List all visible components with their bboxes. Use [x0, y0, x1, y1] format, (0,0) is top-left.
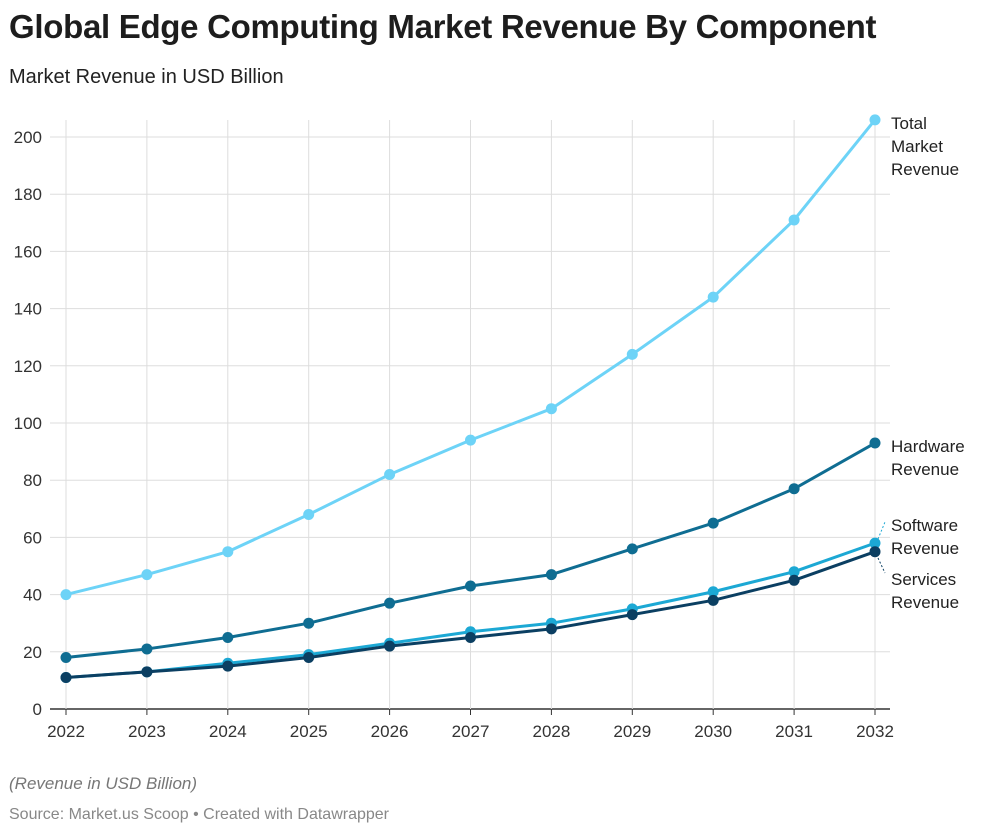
- label-software-revenue: Software Revenue: [891, 516, 959, 558]
- chart-subtitle: Market Revenue in USD Billion: [9, 66, 284, 88]
- x-tick-label: 2028: [532, 722, 570, 741]
- y-tick-label: 120: [14, 357, 42, 376]
- chart-source: Source: Market.us Scoop • Created with D…: [9, 806, 389, 823]
- data-point-services-revenue: [222, 660, 234, 672]
- label-total-market-revenue: Total Market Revenue: [891, 114, 959, 179]
- y-tick-label: 20: [23, 643, 42, 662]
- data-point-services-revenue: [303, 652, 315, 664]
- data-point-services-revenue: [545, 623, 557, 635]
- data-point-total-market-revenue: [788, 214, 800, 226]
- data-point-total-market-revenue: [60, 589, 72, 601]
- x-tick-label: 2022: [47, 722, 85, 741]
- data-point-total-market-revenue: [141, 569, 153, 581]
- data-point-total-market-revenue: [384, 468, 396, 480]
- data-point-total-market-revenue: [626, 348, 638, 360]
- data-point-services-revenue: [60, 672, 72, 684]
- x-tick-label: 2032: [856, 722, 894, 741]
- y-tick-label: 180: [14, 185, 42, 204]
- x-tick-label: 2023: [128, 722, 166, 741]
- data-point-software-revenue: [707, 586, 719, 598]
- chart-title: Global Edge Computing Market Revenue By …: [9, 8, 877, 45]
- data-point-software-revenue: [788, 566, 800, 578]
- data-point-hardware-revenue: [626, 543, 638, 555]
- x-tick-label: 2024: [209, 722, 247, 741]
- data-point-total-market-revenue: [869, 114, 881, 126]
- x-tick-label: 2026: [371, 722, 409, 741]
- label-hardware-revenue: Hardware Revenue: [891, 437, 965, 479]
- y-tick-label: 80: [23, 471, 42, 490]
- data-point-hardware-revenue: [465, 580, 476, 592]
- data-point-hardware-revenue: [869, 437, 881, 449]
- data-point-services-revenue: [707, 594, 719, 606]
- y-tick-label: 200: [14, 128, 42, 147]
- x-tick-label: 2031: [775, 722, 813, 741]
- y-tick-label: 100: [14, 414, 42, 433]
- data-point-services-revenue: [141, 666, 153, 678]
- data-point-total-market-revenue: [303, 509, 315, 521]
- data-point-hardware-revenue: [384, 597, 396, 609]
- data-point-hardware-revenue: [222, 632, 234, 643]
- data-point-services-revenue: [869, 546, 881, 558]
- x-tick-label: 2025: [290, 722, 328, 741]
- data-point-software-revenue: [869, 537, 881, 549]
- x-tick-label: 2030: [694, 722, 732, 741]
- label-services-revenue: Services Revenue: [891, 570, 959, 612]
- data-point-hardware-revenue: [60, 652, 72, 664]
- y-tick-label: 60: [23, 528, 42, 547]
- data-point-services-revenue: [626, 609, 638, 621]
- data-point-total-market-revenue: [222, 546, 234, 558]
- connector-software: [877, 521, 886, 540]
- y-tick-label: 40: [23, 586, 42, 605]
- data-point-services-revenue: [465, 632, 476, 643]
- x-tick-label: 2027: [452, 722, 490, 741]
- y-tick-label: 140: [14, 300, 42, 319]
- data-point-hardware-revenue: [545, 569, 557, 581]
- y-tick-label: 0: [33, 700, 42, 719]
- data-point-total-market-revenue: [465, 434, 476, 446]
- data-point-services-revenue: [788, 574, 800, 586]
- data-point-hardware-revenue: [303, 617, 315, 629]
- data-point-hardware-revenue: [707, 517, 719, 529]
- connector-services: [877, 557, 886, 574]
- data-point-total-market-revenue: [707, 291, 719, 303]
- chart-note: (Revenue in USD Billion): [9, 774, 198, 793]
- data-point-services-revenue: [384, 640, 396, 652]
- data-point-hardware-revenue: [141, 643, 153, 655]
- data-point-total-market-revenue: [545, 403, 557, 415]
- y-tick-label: 160: [14, 242, 42, 261]
- data-point-hardware-revenue: [788, 483, 800, 495]
- x-tick-label: 2029: [613, 722, 651, 741]
